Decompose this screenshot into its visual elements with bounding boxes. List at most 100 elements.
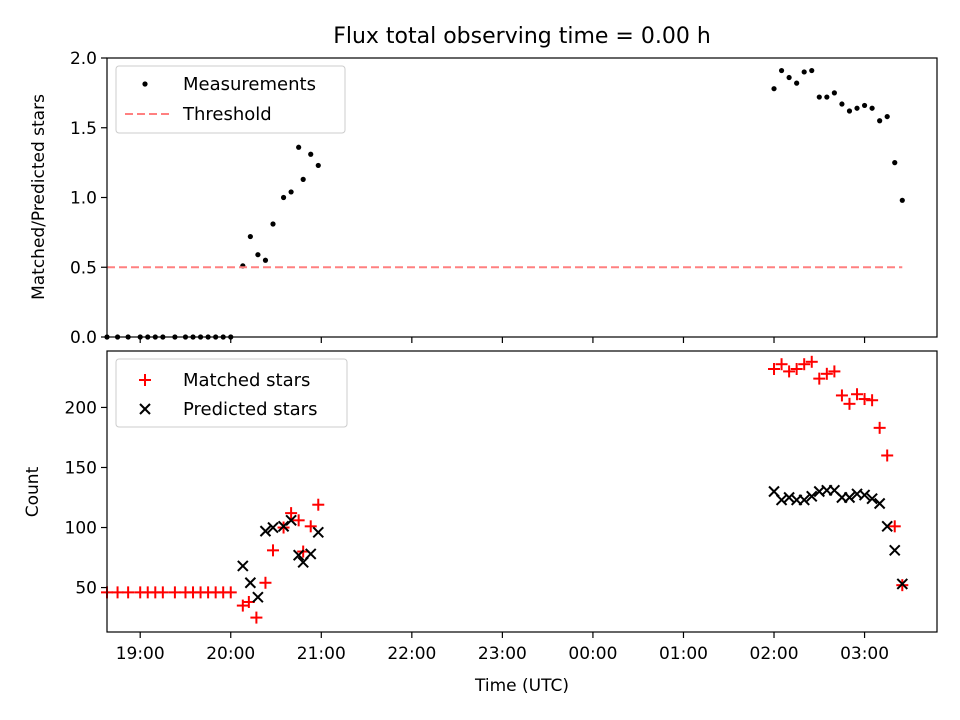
bottom-panel-axes: 50 100 150 200 19:00 20:00 21:00 22:00 23:00 00:0… <box>65 398 890 664</box>
legend-marker-matched-stars <box>139 374 151 386</box>
measurements-point <box>786 74 792 81</box>
predicted-stars-point <box>881 520 893 533</box>
top-panel-axes: 0.0 0.5 1.0 1.5 2.0 <box>70 49 866 348</box>
measurements-point <box>288 189 294 195</box>
matched-stars-point <box>790 363 803 376</box>
x-tick-label: 02:00 <box>750 644 799 664</box>
predicted-stars-point <box>277 520 290 533</box>
matched-stars-point <box>224 586 237 599</box>
matched-stars-point <box>236 599 249 612</box>
measurements-point <box>824 94 830 100</box>
measurements-point <box>794 80 800 86</box>
legend-label-measurements: Measurements <box>183 74 316 95</box>
predicted-stars-point <box>866 492 878 505</box>
y-tick-label: 1.0 <box>70 189 97 209</box>
matched-stars-point <box>775 358 788 371</box>
legend-marker-predicted-stars <box>139 403 151 415</box>
legend-label-matched-stars: Matched stars <box>183 370 310 391</box>
measurements-point <box>831 90 837 96</box>
measurements-point <box>892 160 898 166</box>
measurements-point <box>255 252 261 258</box>
x-tick-label: 22:00 <box>387 644 436 664</box>
bottom-y-axis-label: Count <box>23 466 43 517</box>
measurements-point <box>308 151 314 157</box>
matched-stars-point <box>259 576 272 589</box>
matched-stars-point <box>813 372 826 385</box>
measurements-point <box>816 94 822 100</box>
predicted-stars-point <box>798 494 810 506</box>
predicted-stars-point <box>252 591 264 603</box>
x-axis-label: Time (UTC) <box>474 676 569 696</box>
bottom-panel-marks <box>101 355 909 624</box>
measurements-point <box>899 197 905 203</box>
matched-stars-point <box>768 363 781 376</box>
matched-stars-point <box>285 507 298 520</box>
chart-title: Flux total observing time = 0.00 h <box>333 24 711 49</box>
matched-stars-point <box>858 393 871 406</box>
matched-stars-point <box>805 355 818 368</box>
top-panel-marks <box>104 67 905 340</box>
predicted-stars-point <box>312 526 324 539</box>
top-legend-frame <box>115 65 346 134</box>
y-tick-label: 100 <box>65 519 97 539</box>
matched-stars-point <box>111 586 124 599</box>
matched-stars-point <box>312 498 325 511</box>
top-panel: 0.00.51.01.52.0 Matched/Predicted stars … <box>29 49 938 348</box>
measurements-point <box>315 162 321 169</box>
matched-stars-point <box>835 389 848 402</box>
predicted-stars-point <box>267 521 279 534</box>
legend-marker-measurements <box>142 81 148 87</box>
x-tick-label: 19:00 <box>116 644 165 664</box>
measurements-point <box>296 144 302 150</box>
measurements-point <box>300 176 306 182</box>
measurements-point <box>861 102 868 109</box>
measurements-point <box>247 233 253 240</box>
measurements-point <box>869 105 875 111</box>
matched-stars-point <box>168 586 181 599</box>
matched-stars-point <box>888 520 901 533</box>
predicted-stars-point <box>783 491 795 504</box>
matched-stars-point <box>873 421 886 434</box>
predicted-stars-point <box>244 577 257 589</box>
measurements-point <box>262 257 269 263</box>
predicted-stars-point <box>858 489 871 501</box>
y-tick-label: 0.5 <box>70 258 97 278</box>
predicted-stars-point <box>775 494 788 506</box>
x-tick-label: 01:00 <box>659 644 708 664</box>
measurements-point <box>809 67 815 74</box>
measurements-point <box>884 113 890 120</box>
matched-stars-point <box>783 365 796 378</box>
predicted-stars-point <box>889 544 901 557</box>
measurements-point <box>771 86 777 92</box>
y-tick-label: 150 <box>65 458 97 478</box>
predicted-stars-point <box>237 560 249 572</box>
top-y-axis-label: Matched/Predicted stars <box>29 94 49 300</box>
matched-stars-point <box>866 394 879 407</box>
measurements-point <box>801 69 807 75</box>
x-tick-label: 21:00 <box>297 644 346 664</box>
top-legend: Measurements Threshold <box>115 65 346 134</box>
x-tick-label: 03:00 <box>840 644 889 664</box>
matched-stars-point <box>798 358 811 371</box>
bottom-panel: 50 100 150 200 19:00 20:00 21:00 22:00 23:00 00:0… <box>23 350 938 696</box>
measurements-point <box>280 194 287 201</box>
predicted-stars-point <box>259 525 272 537</box>
y-tick-label: 200 <box>65 398 97 418</box>
legend-label-threshold: Threshold <box>182 104 272 125</box>
x-tick-label: 20:00 <box>206 644 255 664</box>
predicted-stars-point <box>896 578 908 590</box>
measurements-point <box>854 105 860 111</box>
bottom-legend: Matched stars Predicted stars <box>115 358 348 428</box>
predicted-stars-point <box>292 549 305 561</box>
matched-stars-point <box>304 520 317 533</box>
matched-stars-point <box>843 397 856 410</box>
measurements-point <box>877 118 883 124</box>
predicted-stars-point <box>873 497 886 510</box>
matched-stars-point <box>851 388 864 401</box>
y-tick-label: 1.5 <box>70 119 97 139</box>
legend-label-predicted-stars: Predicted stars <box>183 399 317 420</box>
predicted-stars-point <box>843 491 856 504</box>
y-tick-label: 0.0 <box>70 328 97 348</box>
measurements-point <box>839 101 845 107</box>
predicted-stars-point <box>285 514 297 527</box>
